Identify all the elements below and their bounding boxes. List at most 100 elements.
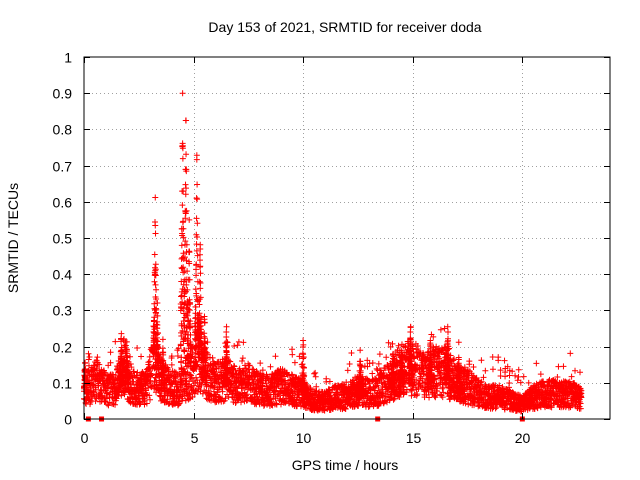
data-point (182, 191, 189, 198)
grid-layer (84, 57, 610, 419)
data-point (512, 372, 519, 379)
data-point (348, 349, 355, 356)
data-point (107, 359, 114, 366)
data-point (312, 373, 319, 380)
data-point (470, 363, 477, 370)
data-point (223, 323, 230, 330)
data-point (344, 367, 351, 374)
data-point (112, 338, 119, 345)
data-point (147, 396, 154, 403)
data-point (118, 330, 125, 337)
data-point (369, 360, 376, 367)
data-point (151, 251, 158, 258)
data-point (87, 399, 94, 406)
data-point (180, 250, 187, 257)
data-point (506, 380, 513, 387)
data-point (179, 90, 186, 97)
data-point (272, 353, 279, 360)
data-point (180, 225, 187, 232)
data-point (201, 319, 208, 326)
data-point (96, 361, 103, 368)
data-point (180, 264, 187, 271)
data-point (357, 358, 364, 365)
data-point (495, 354, 502, 361)
data-point (299, 361, 306, 368)
data-point (105, 402, 112, 409)
data-point (178, 354, 185, 361)
data-point (482, 367, 489, 374)
data-point (489, 366, 496, 373)
data-point (193, 241, 200, 248)
data-point (300, 354, 307, 361)
data-point (104, 390, 111, 397)
data-point (376, 351, 383, 358)
data-point (520, 373, 527, 380)
data-point (489, 353, 496, 360)
data-point (187, 324, 194, 331)
data-point (289, 351, 296, 358)
data-points (81, 90, 585, 422)
data-point (112, 401, 119, 408)
data-point (291, 359, 298, 366)
data-point (194, 181, 201, 188)
data-point (192, 286, 199, 293)
data-point (223, 338, 230, 345)
data-point (239, 357, 246, 364)
data-point (369, 370, 376, 377)
data-point (515, 366, 522, 373)
data-point (444, 329, 451, 336)
data-point (183, 151, 190, 158)
data-point (179, 155, 186, 162)
data-point (152, 230, 159, 237)
data-point (234, 342, 241, 349)
data-point (515, 373, 522, 380)
data-point (240, 339, 247, 346)
data-point (375, 360, 382, 367)
data-point (478, 357, 485, 364)
data-point (193, 215, 200, 222)
data-point (138, 353, 145, 360)
data-point (180, 188, 187, 195)
data-point (183, 117, 190, 124)
data-point (312, 369, 319, 376)
data-point (197, 285, 204, 292)
data-point (257, 360, 264, 367)
data-point (182, 210, 189, 217)
data-point (104, 384, 111, 391)
data-point (152, 281, 159, 288)
data-point (85, 350, 92, 357)
data-point (533, 360, 540, 367)
data-point (193, 195, 200, 202)
data-point (346, 360, 353, 367)
chart-title: Day 153 of 2021, SRMTID for receiver dod… (208, 19, 481, 35)
data-point (194, 220, 201, 227)
data-point (110, 381, 117, 388)
data-point (186, 216, 193, 223)
data-point (127, 353, 134, 360)
data-point (182, 181, 189, 188)
data-point (197, 241, 204, 248)
data-point (152, 261, 159, 268)
data-point (223, 329, 230, 336)
data-point (159, 336, 166, 343)
data-point (357, 347, 364, 354)
data-point (560, 363, 567, 370)
data-point (235, 338, 242, 345)
data-point (209, 354, 216, 361)
data-point (101, 369, 108, 376)
data-point (231, 343, 238, 350)
data-point (154, 299, 161, 306)
data-point (437, 326, 444, 333)
data-point (107, 349, 114, 356)
data-point (289, 346, 296, 353)
data-point (174, 353, 181, 360)
data-point (153, 286, 160, 293)
data-point (151, 278, 158, 285)
data-point (455, 339, 462, 346)
data-point (94, 354, 101, 361)
data-point (86, 354, 93, 361)
data-point (239, 355, 246, 362)
data-point (179, 254, 186, 261)
data-point (311, 370, 318, 377)
